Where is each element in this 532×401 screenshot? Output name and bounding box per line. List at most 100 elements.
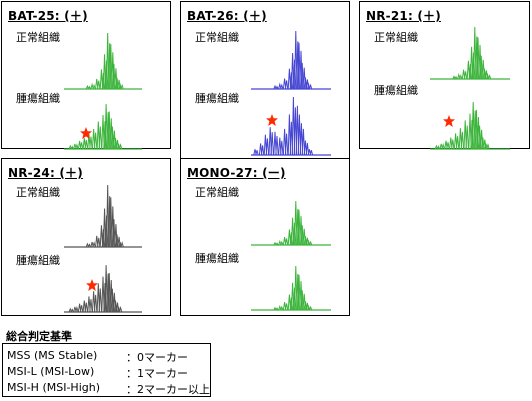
trace-peak — [75, 143, 79, 150]
trace-peak — [486, 142, 490, 150]
normal-tissue-label: 正常組織 — [195, 186, 239, 199]
trace-peak — [468, 64, 473, 80]
trace-peak — [471, 52, 476, 80]
trace-peak — [260, 145, 265, 156]
tumor-tissue-label: 腫瘍組織 — [374, 84, 418, 97]
tumor-tissue-trace — [251, 96, 331, 156]
trace-peak — [465, 125, 469, 150]
normal-tissue-trace — [64, 32, 142, 90]
trace-peak — [305, 143, 310, 156]
panel-title: BAT-26: (＋) — [187, 9, 267, 23]
trace-peak — [118, 143, 123, 150]
trace-peak — [297, 114, 302, 156]
trace-peak — [436, 145, 441, 150]
trace-peak — [93, 132, 98, 150]
trace-peak — [309, 150, 314, 156]
trace-peak — [84, 302, 88, 313]
trace-peak — [284, 238, 289, 246]
trace-peak — [103, 282, 107, 313]
trace-peak — [308, 305, 313, 311]
trace-peak — [70, 308, 74, 313]
panel-title: BAT-25: (＋) — [8, 9, 88, 23]
trace-peak — [280, 140, 284, 156]
trace-peak — [87, 243, 92, 248]
trace-peak — [97, 237, 101, 248]
trace-peak — [308, 240, 313, 246]
trace-peak — [454, 75, 458, 80]
electropherogram-pair — [251, 200, 331, 311]
trace-peak — [280, 240, 284, 246]
trace-peak — [98, 288, 103, 313]
panel-bat26: BAT-26: (＋) 正常組織 腫瘍組織 — [180, 1, 350, 159]
trace-peak — [75, 305, 79, 313]
trace-peak — [120, 241, 124, 248]
electropherogram-pair — [64, 32, 142, 150]
normal-tissue-label: 正常組織 — [374, 31, 418, 44]
criteria-row-value: ：2マーカー以上 — [126, 383, 210, 396]
trace-peak — [284, 133, 289, 156]
trace-peak — [459, 74, 463, 80]
trace-peak — [79, 305, 84, 313]
tumor-tissue-label: 腫瘍組織 — [195, 252, 239, 265]
trace-peak — [104, 215, 109, 248]
star-marker — [266, 114, 278, 126]
trace-peak — [275, 85, 279, 90]
trace-peak — [301, 128, 306, 156]
trace-peak — [103, 121, 107, 150]
tumor-tissue-trace — [64, 103, 142, 150]
panel-title: MONO-27: (ー) — [187, 166, 286, 180]
criteria-row-name: MSS (MS Stable) — [7, 349, 98, 362]
trace-peak — [104, 60, 109, 90]
star-marker — [80, 127, 92, 139]
trace-peak — [275, 135, 279, 156]
trace-peak — [270, 132, 274, 156]
trace-peak — [84, 139, 88, 150]
trace-peak — [255, 150, 259, 156]
criteria-title: 総合判定基準 — [6, 330, 72, 343]
normal-tissue-label: 正常組織 — [16, 31, 60, 44]
trace-peak — [87, 85, 92, 90]
trace-peak — [118, 305, 123, 313]
electropherogram-pair — [251, 30, 331, 156]
criteria-row-value: ：1マーカー — [126, 367, 188, 380]
trace-peak — [289, 297, 294, 311]
trace-peak — [93, 294, 98, 313]
normal-tissue-trace — [64, 184, 142, 248]
trace-peak — [463, 71, 468, 80]
trace-peak — [280, 305, 284, 311]
trace-peak — [289, 232, 294, 246]
panel-nr24: NR-24: (＋) 正常組織 腫瘍組織 — [1, 158, 171, 316]
trace-peak — [70, 145, 74, 150]
normal-tissue-label: 正常組織 — [195, 31, 239, 44]
tumor-tissue-label: 腫瘍組織 — [16, 92, 60, 105]
star-marker — [86, 279, 98, 291]
criteria-row-name: MSI-H (MSI-High) — [7, 381, 101, 394]
trace-peak — [451, 139, 455, 150]
panel-mono27: MONO-27: (ー) 正常組織 腫瘍組織 — [180, 158, 350, 316]
trace-peak — [460, 131, 465, 150]
normal-tissue-label: 正常組織 — [16, 186, 60, 199]
trace-peak — [92, 241, 96, 248]
trace-peak — [284, 80, 289, 90]
panel-bat25: BAT-25: (＋) 正常組織 腫瘍組織 — [1, 1, 171, 150]
trace-peak — [441, 142, 445, 150]
panel-title: NR-21: (＋) — [366, 9, 441, 23]
trace-peak — [292, 222, 297, 246]
star-marker — [443, 115, 455, 127]
trace-peak — [470, 119, 474, 150]
trace-peak — [280, 83, 284, 90]
normal-tissue-trace — [251, 200, 331, 246]
trace-peak — [97, 80, 101, 90]
panel-nr21: NR-21: (＋) 正常組織 腫瘍組織 — [359, 1, 530, 150]
tumor-tissue-label: 腫瘍組織 — [195, 92, 239, 105]
tumor-tissue-trace — [64, 265, 142, 313]
trace-peak — [265, 138, 270, 156]
trace-peak — [275, 307, 279, 311]
electropherogram-pair — [64, 184, 142, 313]
normal-tissue-trace — [430, 26, 510, 80]
criteria-row-value: ：0マーカー — [126, 351, 188, 364]
criteria-table: MSS (MS Stable) ：0マーカー MSI-L (MSI-Low) ：… — [2, 343, 211, 397]
normal-tissue-trace — [251, 30, 331, 90]
trace-peak — [487, 74, 492, 80]
panel-title: NR-24: (＋) — [8, 166, 83, 180]
